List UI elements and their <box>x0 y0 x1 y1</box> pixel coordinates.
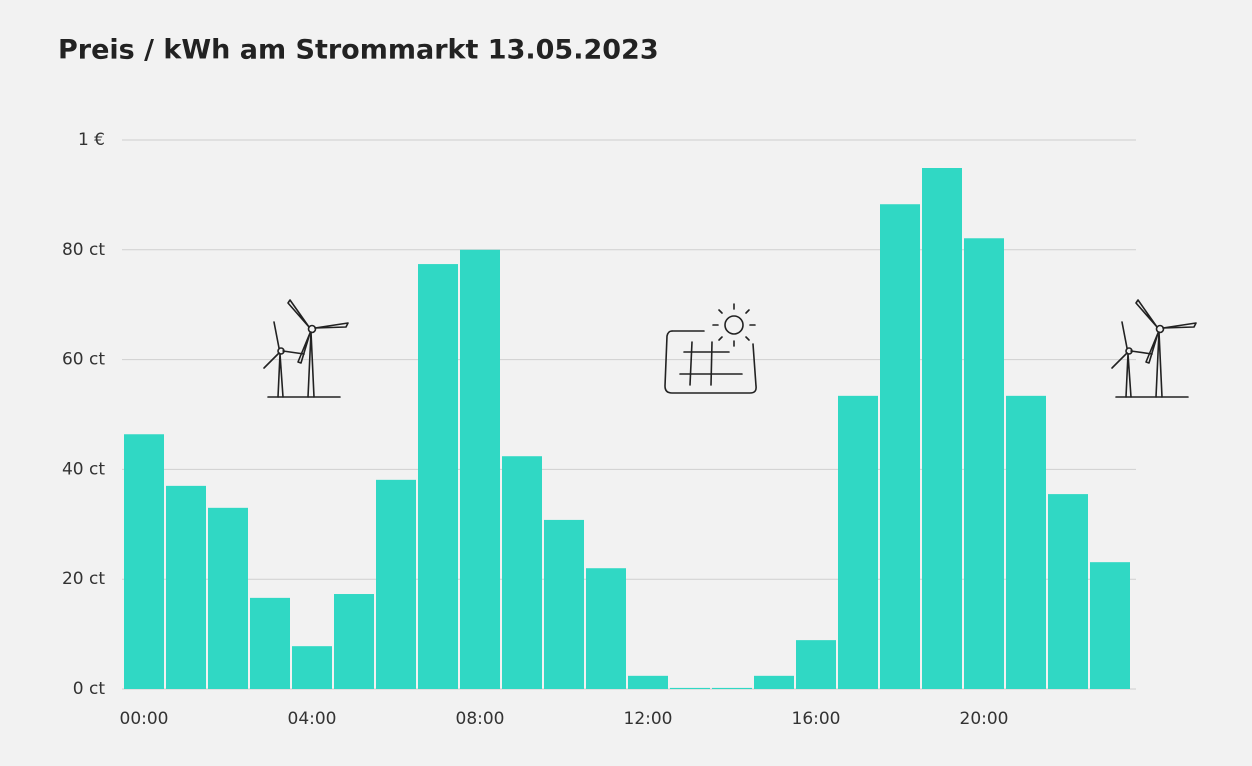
bar <box>502 456 542 689</box>
bar <box>1006 395 1046 689</box>
bar <box>586 568 626 689</box>
y-tick-label: 20 ct <box>62 569 105 589</box>
bar <box>796 640 836 689</box>
x-tick-label: 12:00 <box>624 709 673 729</box>
bar <box>712 687 752 689</box>
bar <box>628 675 668 689</box>
bar <box>1090 562 1130 689</box>
bar <box>418 264 458 689</box>
bar <box>838 395 878 689</box>
bar <box>166 485 206 689</box>
x-tick-label: 20:00 <box>960 709 1009 729</box>
bar <box>544 519 584 689</box>
bar <box>334 594 374 689</box>
bar <box>1048 494 1088 689</box>
grid <box>122 139 1136 690</box>
x-tick-label: 04:00 <box>288 709 337 729</box>
y-tick-label: 80 ct <box>62 240 105 260</box>
bar <box>208 507 248 689</box>
bar <box>460 249 500 690</box>
x-tick-label: 08:00 <box>456 709 505 729</box>
bar <box>964 238 1004 689</box>
wind-icon <box>1111 299 1197 398</box>
x-tick-label: 16:00 <box>792 709 841 729</box>
bar <box>376 479 416 689</box>
solar-icon <box>664 303 757 394</box>
bar <box>922 167 962 689</box>
y-tick-label: 0 ct <box>73 679 106 699</box>
bars <box>124 167 1130 690</box>
y-tick-label: 1 € <box>78 130 105 150</box>
chart-title: Preis / kWh am Strommarkt 13.05.2023 <box>58 35 659 66</box>
y-tick-label: 60 ct <box>62 350 105 370</box>
y-tick-label: 40 ct <box>62 459 105 479</box>
bar <box>670 687 710 689</box>
bar <box>754 675 794 689</box>
x-tick-label: 00:00 <box>120 709 169 729</box>
bar <box>124 434 164 689</box>
bar <box>292 646 332 689</box>
bar <box>880 204 920 689</box>
wind-icon <box>263 299 349 398</box>
bar <box>250 597 290 689</box>
